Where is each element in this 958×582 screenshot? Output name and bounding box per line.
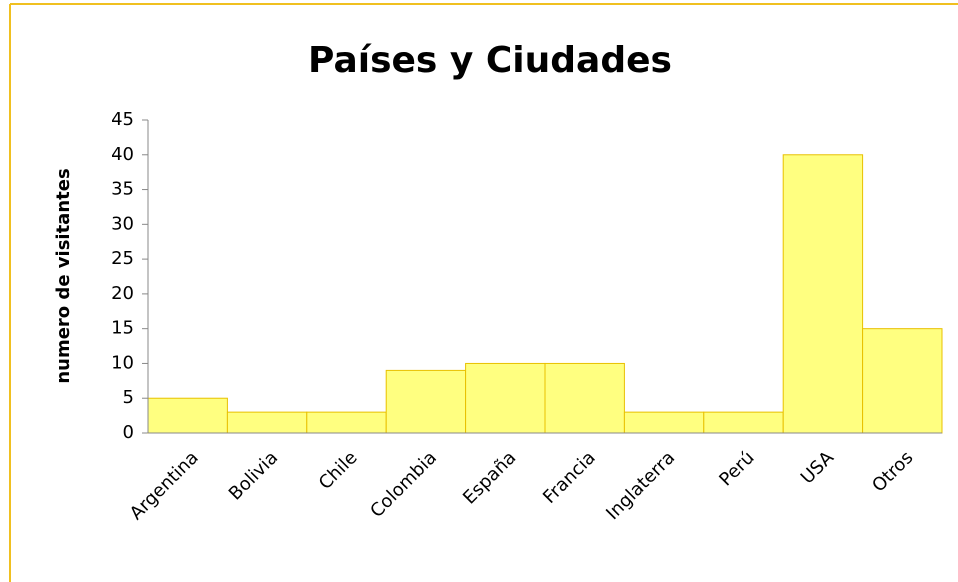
bar xyxy=(623,411,705,434)
x-tick-label: Inglaterra xyxy=(602,447,679,524)
y-axis-label: numero de visitantes xyxy=(53,168,74,383)
x-tick-label: Bolivia xyxy=(225,447,282,504)
x-tick-label: Argentina xyxy=(126,447,203,524)
y-tick-label: 10 xyxy=(111,352,134,373)
x-tick-label: Chile xyxy=(315,447,362,494)
y-tick-label: 5 xyxy=(123,387,134,408)
bar xyxy=(306,411,387,434)
bar xyxy=(147,397,228,434)
x-tick-label: Otros xyxy=(868,447,917,496)
bar xyxy=(862,328,943,434)
bar xyxy=(226,411,308,434)
y-tick-label: 30 xyxy=(111,213,134,234)
y-tick-label: 0 xyxy=(123,422,134,443)
x-tick-label: España xyxy=(459,447,520,508)
y-tick-label: 40 xyxy=(111,144,134,165)
chart-title: Países y Ciudades xyxy=(308,40,672,81)
x-tick-label: Colombia xyxy=(366,447,441,522)
bar xyxy=(385,369,467,434)
x-tick-label: Francia xyxy=(539,447,600,508)
x-tick-label: Perú xyxy=(715,447,758,490)
y-tick-label: 15 xyxy=(111,318,134,339)
bar xyxy=(782,154,864,434)
bar xyxy=(544,362,625,434)
x-tick-label: USA xyxy=(797,447,839,489)
bar xyxy=(465,362,546,434)
y-tick-label: 45 xyxy=(111,109,134,130)
y-tick-label: 20 xyxy=(111,283,134,304)
y-tick-label: 25 xyxy=(111,248,134,269)
y-tick-label: 35 xyxy=(111,179,134,200)
bar xyxy=(703,411,784,434)
